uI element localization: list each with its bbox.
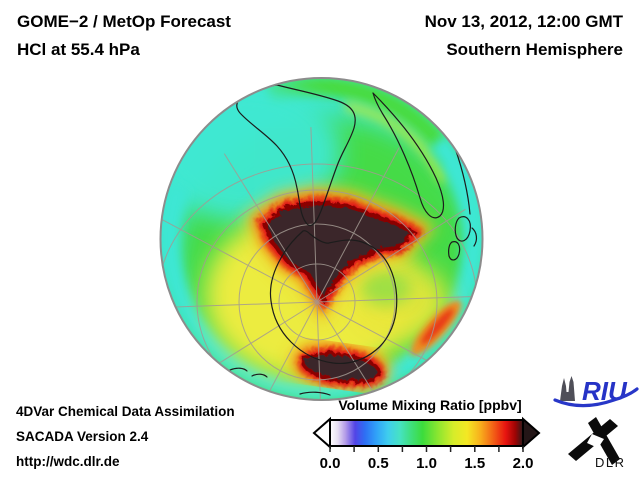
colorbar-left-arrow xyxy=(312,416,331,450)
colorbar-tick-label: 2.0 xyxy=(513,455,534,472)
colorbar: 0.0 0.5 1.0 1.5 2.0 xyxy=(312,416,541,472)
colorbar-gradient-bar xyxy=(329,419,524,447)
title-block: GOME−2 / MetOp Forecast HCl at 55.4 hPa xyxy=(17,8,231,64)
colorbar-ticks xyxy=(329,446,524,452)
globe-data-field xyxy=(160,78,483,400)
datetime-block: Nov 13, 2012, 12:00 GMT Southern Hemisph… xyxy=(425,8,623,64)
colorbar-tick-label: 1.0 xyxy=(416,455,437,472)
dlr-logo-text: DLR xyxy=(595,455,626,470)
colorbar-tick-label: 0.0 xyxy=(320,455,341,472)
cathedral-icon xyxy=(560,376,575,401)
region-label: Southern Hemisphere xyxy=(446,40,623,59)
colorbar-right-arrow xyxy=(522,416,541,450)
url-label: http://wdc.dlr.de xyxy=(16,454,120,469)
globe-rim xyxy=(159,77,484,401)
credits-block: 4DVar Chemical Data Assimilation SACADA … xyxy=(16,399,235,474)
datetime-label: Nov 13, 2012, 12:00 GMT xyxy=(424,12,623,31)
colorbar-tick-label: 1.5 xyxy=(464,455,485,472)
riu-logo-text: RIU xyxy=(582,376,628,406)
riu-wave-icon xyxy=(553,387,639,408)
colorbar-title: Volume Mixing Ratio [ppbv] xyxy=(338,397,522,413)
high-hcl-region-main xyxy=(244,185,437,327)
assimilation-label: 4DVar Chemical Data Assimilation xyxy=(16,404,235,419)
product-title: GOME−2 / MetOp Forecast xyxy=(17,12,231,31)
high-hcl-region-south xyxy=(289,339,391,393)
riu-logo: RIU xyxy=(553,376,639,408)
colorbar-tick-label: 0.5 xyxy=(368,455,389,472)
dlr-logo: DLR xyxy=(568,417,626,470)
dlr-emblem-icon xyxy=(568,417,620,465)
graticule xyxy=(160,127,483,400)
version-label: SACADA Version 2.4 xyxy=(16,429,149,444)
enhanced-streak xyxy=(410,300,462,356)
coastlines xyxy=(229,84,478,396)
species-level-label: HCl at 55.4 hPa xyxy=(17,40,140,59)
